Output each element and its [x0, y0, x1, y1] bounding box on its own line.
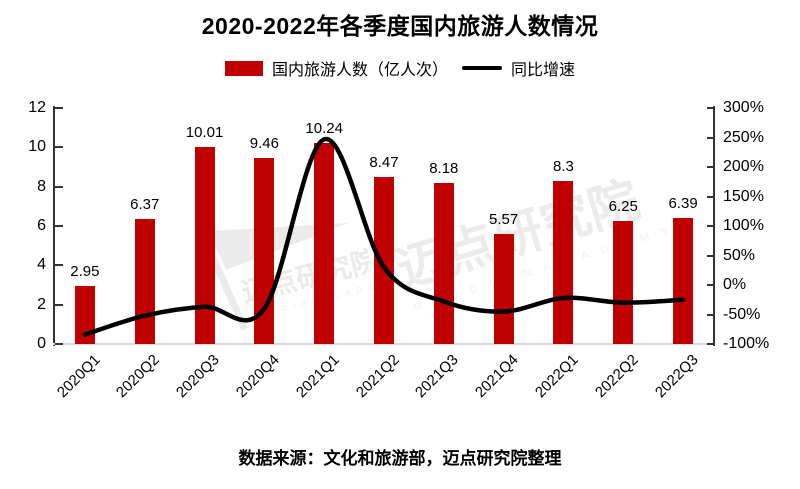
y-axis-right-tick — [707, 136, 715, 139]
bar-value-label: 9.46 — [249, 134, 279, 152]
y-axis-right-tick — [707, 313, 715, 316]
x-axis-label-2020Q3: 2020Q3 — [173, 351, 223, 402]
y-axis-right-tick-label: 100% — [723, 217, 764, 234]
y-axis-left-tick — [55, 107, 63, 109]
x-axis-label-2021Q2: 2021Q2 — [352, 351, 403, 402]
x-axis-label-2021Q4: 2021Q4 — [472, 351, 522, 402]
bar-2021Q3 — [433, 183, 454, 344]
bar-value-label: 5.57 — [489, 211, 519, 229]
bar-2022Q3 — [673, 218, 694, 344]
bar-2020Q4 — [254, 157, 275, 344]
x-axis-label-2021Q1: 2021Q1 — [292, 351, 343, 402]
bar-value-label: 8.18 — [429, 160, 459, 178]
chart-title: 2020-2022年各季度国内旅游人数情况 — [201, 13, 599, 39]
bar-value-label: 8.47 — [369, 154, 399, 172]
bar-2020Q1 — [74, 285, 95, 344]
bar-value-label: 10.24 — [305, 119, 343, 137]
x-axis-label-2022Q3: 2022Q3 — [651, 351, 702, 402]
bar-2021Q2 — [374, 177, 394, 344]
bar-2020Q3 — [194, 147, 215, 344]
bar-value-label: 6.39 — [668, 195, 698, 213]
x-axis-label-2020Q1: 2020Q1 — [53, 351, 104, 402]
y-axis-right-tick — [707, 166, 715, 168]
y-axis-left-line — [53, 106, 55, 346]
y-axis-left-tick-label: 10 — [28, 138, 46, 156]
y-axis-left-tick — [55, 225, 63, 227]
x-axis-label-2020Q4: 2020Q4 — [232, 351, 283, 402]
bar-series-swatch-icon — [224, 60, 263, 76]
y-axis-left-tick-label: 0 — [37, 335, 46, 352]
x-axis-label-2022Q2: 2022Q2 — [591, 351, 642, 402]
bar-value-label: 2.95 — [70, 262, 100, 280]
y-axis-right-tick — [707, 284, 715, 286]
y-axis-right-tick — [707, 225, 715, 227]
y-axis-left-tick-label: 12 — [28, 99, 46, 116]
y-axis-left-tick-label: 4 — [37, 256, 46, 274]
y-axis-right-tick — [707, 195, 715, 198]
bar-value-label: 10.01 — [185, 124, 224, 142]
y-axis-right-tick-label: 150% — [723, 187, 764, 205]
bar-value-label: 8.3 — [553, 157, 574, 175]
bar-2021Q1 — [314, 142, 335, 344]
y-axis-right-tick-label: 50% — [723, 246, 756, 264]
bar-value-label: 6.25 — [608, 198, 638, 216]
x-axis-baseline — [53, 343, 715, 345]
legend-item-line-series: 同比增速 — [462, 56, 575, 80]
bar-2022Q1 — [553, 180, 574, 344]
y-axis-left-tick-label: 2 — [37, 295, 46, 313]
chart-legend: 国内旅游人数（亿人次） 同比增速 — [0, 56, 800, 80]
y-axis-left-tick-label: 6 — [37, 217, 46, 234]
y-axis-right-tick — [707, 343, 715, 345]
y-axis-right-tick-label: -50% — [723, 305, 761, 323]
bar-value-label: 6.37 — [130, 195, 160, 213]
y-axis-right-tick-label: 300% — [723, 99, 764, 116]
y-axis-right-tick-label: 250% — [723, 128, 764, 146]
legend-item-bar-series: 国内旅游人数（亿人次） — [224, 56, 448, 80]
legend-label-bar-series: 国内旅游人数（亿人次） — [271, 62, 448, 79]
y-axis-right-tick-label: 0% — [723, 276, 747, 293]
x-axis-label-2020Q2: 2020Q2 — [113, 351, 164, 402]
bar-2022Q2 — [613, 221, 634, 344]
line-series-swatch-icon — [462, 66, 502, 70]
data-source-note: 数据来源：文化和旅游部，迈点研究院整理 — [238, 449, 562, 468]
y-axis-right-tick — [707, 254, 715, 257]
y-axis-right-tick-label: -100% — [723, 335, 770, 352]
bar-2021Q4 — [493, 234, 514, 344]
y-axis-left-tick — [55, 303, 63, 306]
x-axis-label-2021Q3: 2021Q3 — [412, 351, 463, 402]
y-axis-left-tick — [55, 185, 63, 188]
x-axis-label-2022Q1: 2022Q1 — [532, 351, 582, 402]
y-axis-left-tick — [55, 343, 63, 345]
y-axis-right-tick-label: 200% — [723, 158, 764, 175]
y-axis-right-tick — [707, 107, 715, 109]
y-axis-left-tick — [55, 264, 63, 267]
y-axis-left-tick-label: 8 — [37, 177, 46, 195]
legend-label-line-series: 同比增速 — [511, 62, 576, 79]
bar-2020Q2 — [134, 218, 155, 344]
y-axis-left-tick — [55, 146, 63, 149]
